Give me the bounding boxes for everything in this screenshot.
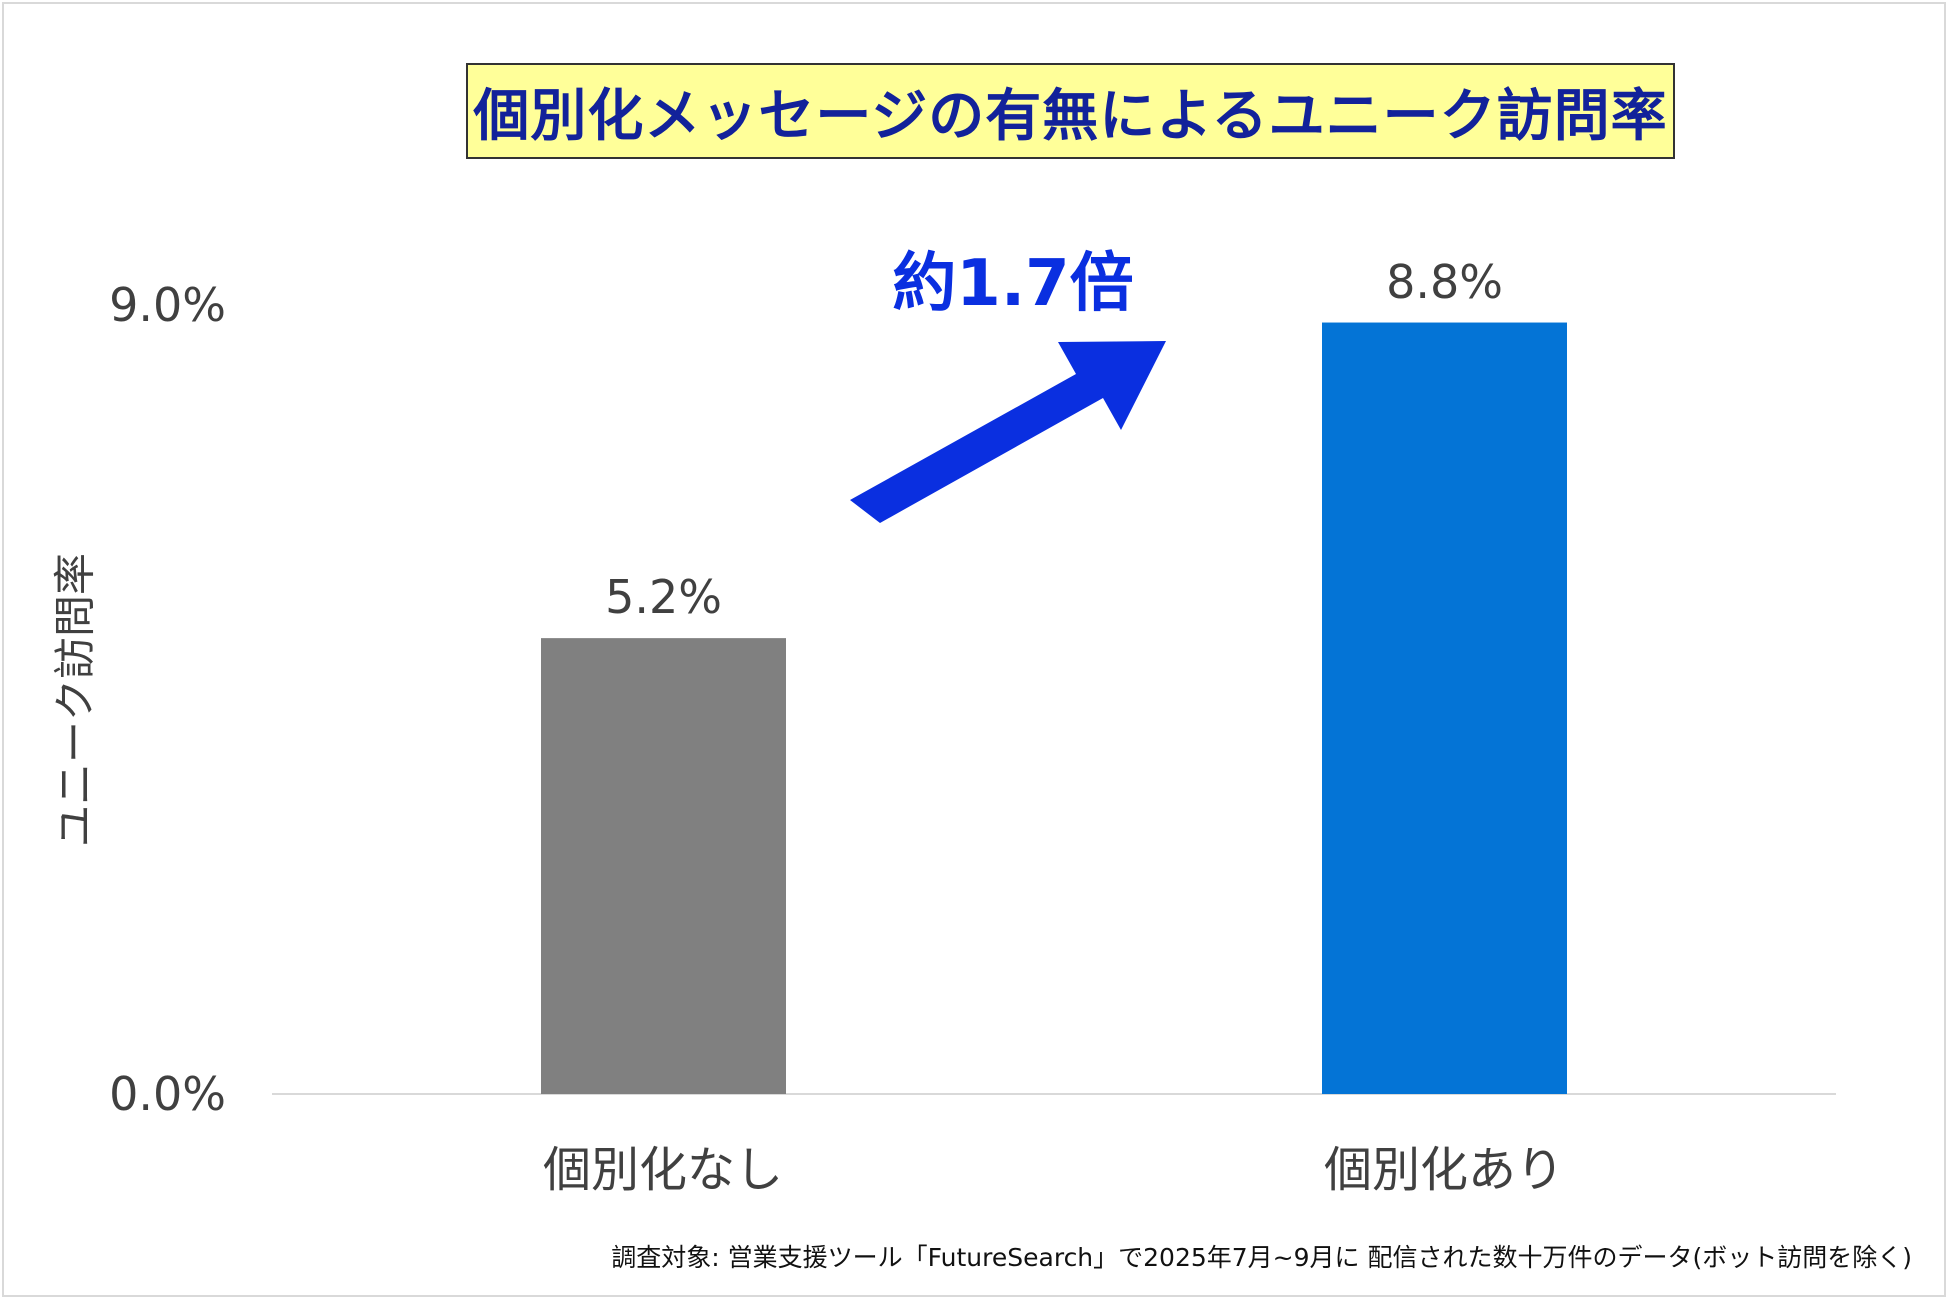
y-tick-label-top: 9.0%	[109, 278, 226, 332]
category-label-with-personalization: 個別化あり	[1323, 1142, 1565, 1198]
footnote: 調査対象: 営業支援ツール「FutureSearch」で2025年7月~9月に …	[611, 1243, 1912, 1272]
category-label-no-personalization: 個別化なし	[542, 1142, 784, 1198]
data-label-no-personalization: 5.2%	[605, 570, 722, 625]
y-tick-label-bottom: 0.0%	[109, 1067, 226, 1121]
ratio-annotation: 約1.7倍	[892, 247, 1134, 321]
chart-title: 個別化メッセージの有無によるユニーク訪問率	[466, 63, 1675, 159]
increase-arrow-icon	[850, 341, 1166, 523]
data-label-with-personalization: 8.8%	[1386, 254, 1503, 309]
bar-no-personalization	[541, 638, 786, 1094]
bar-with-personalization	[1322, 322, 1567, 1094]
